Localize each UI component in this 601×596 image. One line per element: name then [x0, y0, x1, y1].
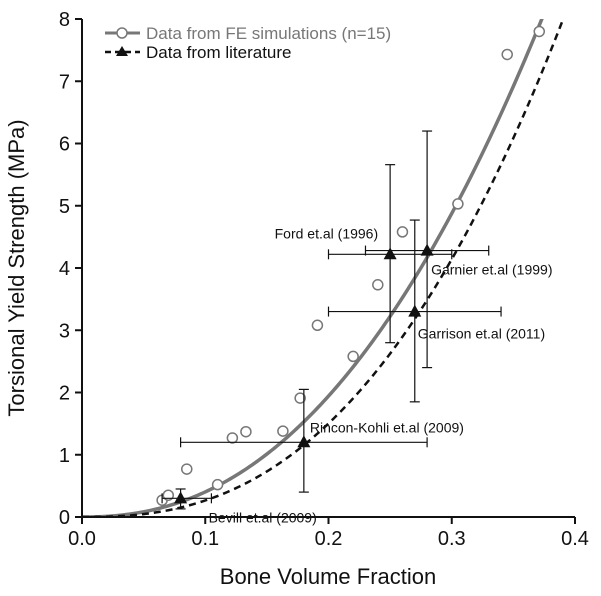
- fe-data-point: [277, 425, 289, 437]
- fe-data-point: [211, 478, 224, 491]
- fe-data-point: [226, 432, 239, 444]
- fe-data-point: [396, 226, 409, 238]
- legend: Data from FE simulations (n=15) Data fro…: [105, 24, 391, 62]
- literature-data-point: [383, 247, 397, 260]
- fe-data-point: [162, 489, 175, 501]
- y-tick-label: 6: [59, 134, 70, 156]
- fe-data-point: [294, 392, 306, 404]
- study-annotation: Garrison et.al (2011): [418, 326, 545, 342]
- fe-data-point: [533, 25, 546, 38]
- fe-data-point: [501, 48, 513, 61]
- y-tick-label: 0: [59, 507, 70, 529]
- literature-data-point: [420, 243, 434, 256]
- plot-area: Bevill et.al (2009)Rincon-Kohli et.al (2…: [82, 19, 565, 525]
- x-tick-label: 0.2: [315, 528, 343, 550]
- fe-fit-curve: [82, 19, 544, 517]
- fe-data-point: [452, 198, 464, 210]
- y-tick-label: 3: [59, 320, 70, 342]
- x-axis-label: Bone Volume Fraction: [220, 564, 436, 589]
- y-tick-label: 7: [59, 71, 70, 93]
- literature-data-point: [297, 435, 311, 448]
- x-tick-label: 0.3: [438, 528, 466, 550]
- y-tick-label: 5: [59, 196, 70, 218]
- study-annotation: Garnier et.al (1999): [431, 262, 552, 278]
- y-tick-label: 8: [59, 9, 70, 31]
- y-tick-label: 1: [59, 445, 70, 467]
- literature-data-point: [408, 304, 422, 317]
- y-tick-label: 2: [59, 383, 70, 405]
- x-tick-label: 0.0: [68, 528, 96, 550]
- literature-data-point: [174, 491, 188, 504]
- y-tick-label: 4: [59, 258, 70, 280]
- fe-data-point: [311, 319, 324, 332]
- tick-labels: 0.0 0.1 0.2 0.3 0.4 0 1 2 3 4 5 6 7 8: [59, 9, 589, 550]
- legend-fe-marker: [116, 27, 128, 39]
- axes: [75, 18, 576, 524]
- x-tick-label: 0.1: [191, 528, 219, 550]
- legend-lit-marker: [116, 46, 128, 56]
- fe-data-point: [181, 463, 193, 475]
- study-annotation: Rincon-Kohli et.al (2009): [310, 419, 464, 435]
- fe-data-point: [347, 350, 359, 363]
- y-axis-label: Torsional Yield Strength (MPa): [4, 119, 29, 416]
- legend-lit-label: Data from literature: [146, 43, 292, 62]
- fe-data-point: [372, 279, 384, 291]
- legend-fe-label: Data from FE simulations (n=15): [146, 24, 391, 43]
- x-tick-label: 0.4: [561, 528, 589, 550]
- fe-data-point: [240, 425, 252, 438]
- study-annotation: Ford et.al (1996): [275, 225, 379, 241]
- literature-fit-curve: [82, 19, 565, 517]
